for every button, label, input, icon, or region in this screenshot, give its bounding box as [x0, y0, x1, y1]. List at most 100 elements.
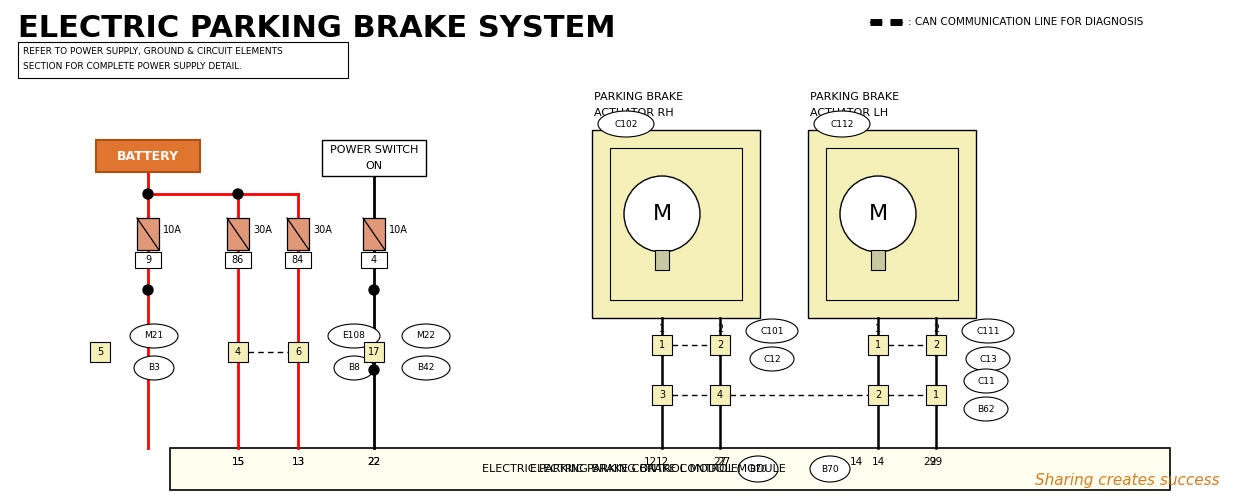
- Ellipse shape: [962, 319, 1014, 343]
- Text: 10A: 10A: [162, 225, 182, 235]
- Text: ELECTRIC PARKING BRAKE SYSTEM: ELECTRIC PARKING BRAKE SYSTEM: [19, 14, 615, 43]
- Text: C11: C11: [977, 377, 994, 385]
- FancyBboxPatch shape: [285, 252, 311, 268]
- FancyBboxPatch shape: [868, 335, 888, 355]
- Text: 84: 84: [291, 255, 304, 265]
- Text: C101: C101: [760, 326, 784, 336]
- FancyBboxPatch shape: [926, 335, 946, 355]
- FancyBboxPatch shape: [652, 335, 672, 355]
- Text: SECTION FOR COMPLETE POWER SUPPLY DETAIL.: SECTION FOR COMPLETE POWER SUPPLY DETAIL…: [24, 62, 242, 71]
- Ellipse shape: [334, 356, 374, 380]
- Text: 30A: 30A: [253, 225, 272, 235]
- Text: B8: B8: [348, 364, 360, 373]
- Text: 15: 15: [232, 457, 244, 467]
- Ellipse shape: [810, 456, 849, 482]
- Ellipse shape: [738, 456, 777, 482]
- Text: PARKING BRAKE: PARKING BRAKE: [594, 92, 683, 102]
- Ellipse shape: [813, 111, 870, 137]
- FancyBboxPatch shape: [227, 218, 249, 250]
- Text: M21: M21: [144, 331, 164, 341]
- Text: 5: 5: [97, 347, 103, 357]
- Text: POWER SWITCH: POWER SWITCH: [330, 145, 418, 155]
- FancyBboxPatch shape: [170, 448, 1171, 490]
- Text: 9: 9: [145, 255, 151, 265]
- FancyBboxPatch shape: [652, 385, 672, 405]
- FancyBboxPatch shape: [610, 148, 742, 300]
- Text: ELECTRIC PARKING BRAKE CONTROL MODULE: ELECTRIC PARKING BRAKE CONTROL MODULE: [482, 464, 738, 474]
- Text: B70: B70: [821, 464, 838, 473]
- Text: 1: 1: [875, 340, 882, 350]
- Ellipse shape: [329, 324, 379, 348]
- FancyBboxPatch shape: [286, 218, 309, 250]
- FancyBboxPatch shape: [926, 385, 946, 405]
- Text: 22: 22: [367, 457, 381, 467]
- Text: 86: 86: [232, 255, 244, 265]
- Text: 15: 15: [232, 457, 244, 467]
- FancyBboxPatch shape: [288, 342, 308, 362]
- Text: 30A: 30A: [312, 225, 332, 235]
- Text: 29: 29: [929, 457, 942, 467]
- Text: 4: 4: [371, 255, 377, 265]
- FancyBboxPatch shape: [655, 250, 670, 270]
- Text: B3: B3: [148, 364, 160, 373]
- Text: 27: 27: [718, 457, 730, 467]
- Circle shape: [233, 189, 243, 199]
- Text: C13: C13: [980, 355, 997, 364]
- Text: C112: C112: [831, 120, 853, 128]
- Text: 12: 12: [644, 457, 657, 467]
- Ellipse shape: [963, 369, 1008, 393]
- Ellipse shape: [746, 319, 799, 343]
- Text: 12: 12: [656, 457, 668, 467]
- Text: ACTUATOR RH: ACTUATOR RH: [594, 108, 673, 118]
- Text: ON: ON: [366, 161, 383, 171]
- Text: 29: 29: [924, 457, 936, 467]
- Text: C102: C102: [614, 120, 637, 128]
- FancyBboxPatch shape: [808, 130, 976, 318]
- Text: 13: 13: [291, 457, 305, 467]
- Text: 4: 4: [717, 390, 723, 400]
- FancyBboxPatch shape: [224, 252, 250, 268]
- Circle shape: [370, 285, 379, 295]
- Text: ACTUATOR LH: ACTUATOR LH: [810, 108, 888, 118]
- FancyBboxPatch shape: [136, 218, 159, 250]
- FancyBboxPatch shape: [826, 148, 959, 300]
- Text: E108: E108: [342, 331, 366, 341]
- FancyBboxPatch shape: [870, 250, 885, 270]
- FancyBboxPatch shape: [361, 252, 387, 268]
- Text: 2: 2: [932, 324, 939, 334]
- Text: 13: 13: [291, 457, 305, 467]
- Ellipse shape: [750, 347, 794, 371]
- Circle shape: [624, 176, 701, 252]
- FancyBboxPatch shape: [322, 140, 427, 176]
- Text: M22: M22: [417, 331, 435, 341]
- FancyBboxPatch shape: [711, 385, 730, 405]
- FancyBboxPatch shape: [19, 42, 348, 78]
- FancyBboxPatch shape: [135, 252, 161, 268]
- Text: 17: 17: [368, 347, 381, 357]
- Text: 14: 14: [849, 457, 863, 467]
- Circle shape: [143, 189, 153, 199]
- Text: 1: 1: [658, 324, 665, 334]
- Text: Sharing creates success: Sharing creates success: [1035, 473, 1220, 488]
- Text: B70: B70: [749, 464, 766, 473]
- Ellipse shape: [598, 111, 653, 137]
- Text: PARKING BRAKE: PARKING BRAKE: [810, 92, 899, 102]
- Text: 2: 2: [875, 390, 882, 400]
- Circle shape: [370, 365, 379, 375]
- Text: 2: 2: [717, 324, 723, 334]
- Text: B42: B42: [418, 364, 435, 373]
- Ellipse shape: [402, 356, 450, 380]
- FancyBboxPatch shape: [591, 130, 760, 318]
- Text: 14: 14: [872, 457, 884, 467]
- Text: BATTERY: BATTERY: [117, 149, 179, 162]
- Text: M: M: [868, 204, 888, 224]
- Text: 22: 22: [367, 457, 381, 467]
- FancyBboxPatch shape: [365, 342, 384, 362]
- Text: 10A: 10A: [389, 225, 408, 235]
- FancyBboxPatch shape: [95, 140, 200, 172]
- Text: 4: 4: [234, 347, 241, 357]
- Text: 3: 3: [658, 390, 665, 400]
- Text: 27: 27: [713, 457, 727, 467]
- Text: 1: 1: [932, 390, 939, 400]
- Text: 1: 1: [875, 324, 882, 334]
